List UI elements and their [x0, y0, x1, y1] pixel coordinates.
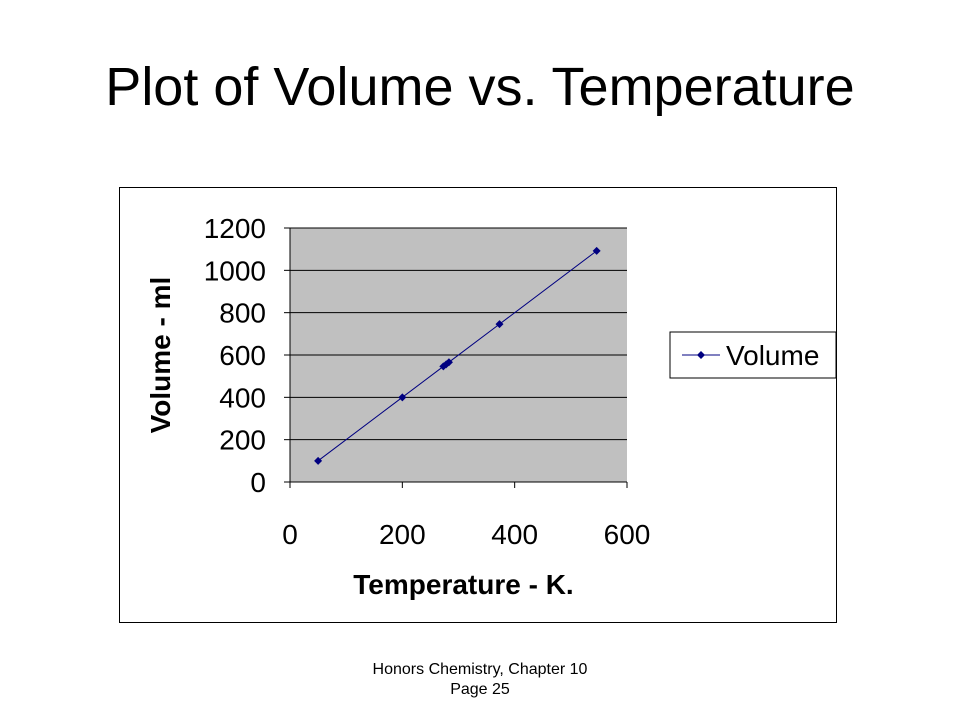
x-tick-label: 0 [282, 519, 298, 550]
legend-marker [697, 351, 705, 359]
y-tick-label: 600 [219, 340, 266, 371]
data-point [495, 320, 504, 329]
y-tick-label: 1200 [204, 213, 266, 244]
data-point [314, 456, 323, 465]
series-group [314, 246, 601, 465]
data-point [592, 246, 601, 255]
x-tick-label: 200 [379, 519, 426, 550]
y-tick-label: 0 [250, 467, 266, 498]
y-tick-label: 1000 [204, 255, 266, 286]
y-tick-label: 200 [219, 425, 266, 456]
chart-svg: 0 200 400 600 800 1000 1200 0 200 400 600 Tempera… [145, 213, 836, 600]
x-tick-labels: 0 200 400 600 [282, 519, 650, 550]
data-point [444, 358, 453, 367]
chart-frame: 0 200 400 600 800 1000 1200 0 200 400 600 Tempera… [119, 187, 837, 623]
data-point [398, 393, 407, 402]
x-tick-label: 400 [491, 519, 538, 550]
y-tick-label: 800 [219, 298, 266, 329]
x-tick-label: 600 [604, 519, 651, 550]
legend-label: Volume [726, 340, 819, 371]
x-axis-label: Temperature - K. [353, 569, 573, 600]
slide-footer: Honors Chemistry, Chapter 10 Page 25 [0, 660, 960, 700]
y-tick-labels: 0 200 400 600 800 1000 1200 [204, 213, 266, 498]
slide-title: Plot of Volume vs. Temperature [105, 57, 855, 117]
footer-line-page: Page 25 [450, 681, 510, 698]
y-axis-label: Volume - ml [145, 277, 176, 434]
axes [284, 227, 628, 488]
y-tick-label: 400 [219, 382, 266, 413]
legend: Volume [669, 331, 836, 379]
footer-line-course: Honors Chemistry, Chapter 10 [372, 661, 588, 678]
